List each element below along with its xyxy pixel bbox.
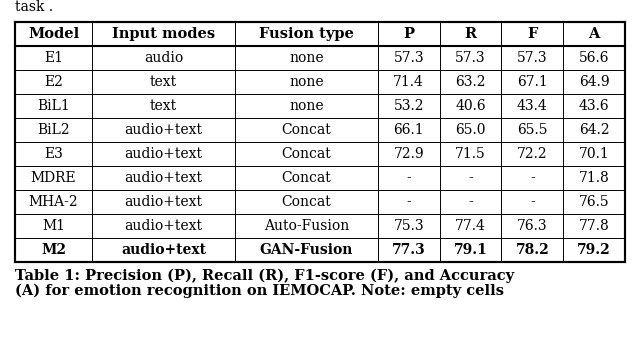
Text: audio+text: audio+text	[125, 171, 203, 185]
Text: none: none	[289, 75, 324, 89]
Text: 40.6: 40.6	[455, 99, 486, 113]
Text: 79.1: 79.1	[454, 243, 488, 257]
Text: E1: E1	[44, 51, 63, 65]
Text: GAN-Fusion: GAN-Fusion	[260, 243, 353, 257]
Text: 53.2: 53.2	[394, 99, 424, 113]
Text: text: text	[150, 99, 177, 113]
Text: E2: E2	[44, 75, 63, 89]
Text: E3: E3	[44, 147, 63, 161]
Text: 75.3: 75.3	[394, 219, 424, 233]
Text: 57.3: 57.3	[394, 51, 424, 65]
Text: -: -	[406, 171, 411, 185]
Text: -: -	[530, 195, 534, 209]
Text: audio+text: audio+text	[125, 147, 203, 161]
Text: none: none	[289, 51, 324, 65]
Text: MHA-2: MHA-2	[29, 195, 79, 209]
Text: audio+text: audio+text	[125, 219, 203, 233]
Text: Table 1: Precision (P), Recall (R), F1-score (F), and Accuracy: Table 1: Precision (P), Recall (R), F1-s…	[15, 269, 514, 283]
Text: 76.5: 76.5	[579, 195, 609, 209]
Text: 64.9: 64.9	[579, 75, 609, 89]
Text: Model: Model	[28, 27, 79, 41]
Text: Fusion type: Fusion type	[259, 27, 354, 41]
Text: 43.6: 43.6	[579, 99, 609, 113]
Text: P: P	[403, 27, 414, 41]
Text: audio+text: audio+text	[125, 195, 203, 209]
Text: 77.3: 77.3	[392, 243, 426, 257]
Text: 65.5: 65.5	[517, 123, 548, 137]
Text: audio+text: audio+text	[121, 243, 206, 257]
Text: 78.2: 78.2	[515, 243, 549, 257]
Text: 70.1: 70.1	[579, 147, 609, 161]
Text: 77.4: 77.4	[455, 219, 486, 233]
Text: 72.9: 72.9	[394, 147, 424, 161]
Text: 77.8: 77.8	[579, 219, 609, 233]
Text: none: none	[289, 99, 324, 113]
Text: Concat: Concat	[282, 123, 332, 137]
Text: 56.6: 56.6	[579, 51, 609, 65]
Text: text: text	[150, 75, 177, 89]
Text: (A) for emotion recognition on IEMOCAP. Note: empty cells: (A) for emotion recognition on IEMOCAP. …	[15, 284, 504, 298]
Text: 57.3: 57.3	[455, 51, 486, 65]
Text: 63.2: 63.2	[455, 75, 486, 89]
Text: Auto-Fusion: Auto-Fusion	[264, 219, 349, 233]
Text: 71.8: 71.8	[579, 171, 609, 185]
Text: 64.2: 64.2	[579, 123, 609, 137]
Text: 65.0: 65.0	[455, 123, 486, 137]
Text: 57.3: 57.3	[517, 51, 548, 65]
Text: Input modes: Input modes	[112, 27, 215, 41]
Text: 66.1: 66.1	[394, 123, 424, 137]
Text: -: -	[468, 171, 473, 185]
Text: 71.5: 71.5	[455, 147, 486, 161]
Text: Concat: Concat	[282, 147, 332, 161]
Text: M2: M2	[41, 243, 66, 257]
Text: audio+text: audio+text	[125, 123, 203, 137]
Text: 71.4: 71.4	[394, 75, 424, 89]
Text: -: -	[406, 195, 411, 209]
Text: 43.4: 43.4	[517, 99, 548, 113]
Text: 76.3: 76.3	[517, 219, 548, 233]
Text: Concat: Concat	[282, 195, 332, 209]
Bar	[15, 22, 625, 262]
Text: audio: audio	[144, 51, 183, 65]
Text: 67.1: 67.1	[517, 75, 548, 89]
Text: MDRE: MDRE	[31, 171, 76, 185]
Text: -: -	[530, 171, 534, 185]
Text: task .: task .	[15, 0, 53, 14]
Text: F: F	[527, 27, 538, 41]
Text: 72.2: 72.2	[517, 147, 548, 161]
Text: M1: M1	[42, 219, 65, 233]
Text: R: R	[465, 27, 477, 41]
Text: A: A	[588, 27, 600, 41]
Text: 79.2: 79.2	[577, 243, 611, 257]
Text: BiL1: BiL1	[37, 99, 70, 113]
Text: Concat: Concat	[282, 171, 332, 185]
Text: -: -	[468, 195, 473, 209]
Text: BiL2: BiL2	[37, 123, 70, 137]
